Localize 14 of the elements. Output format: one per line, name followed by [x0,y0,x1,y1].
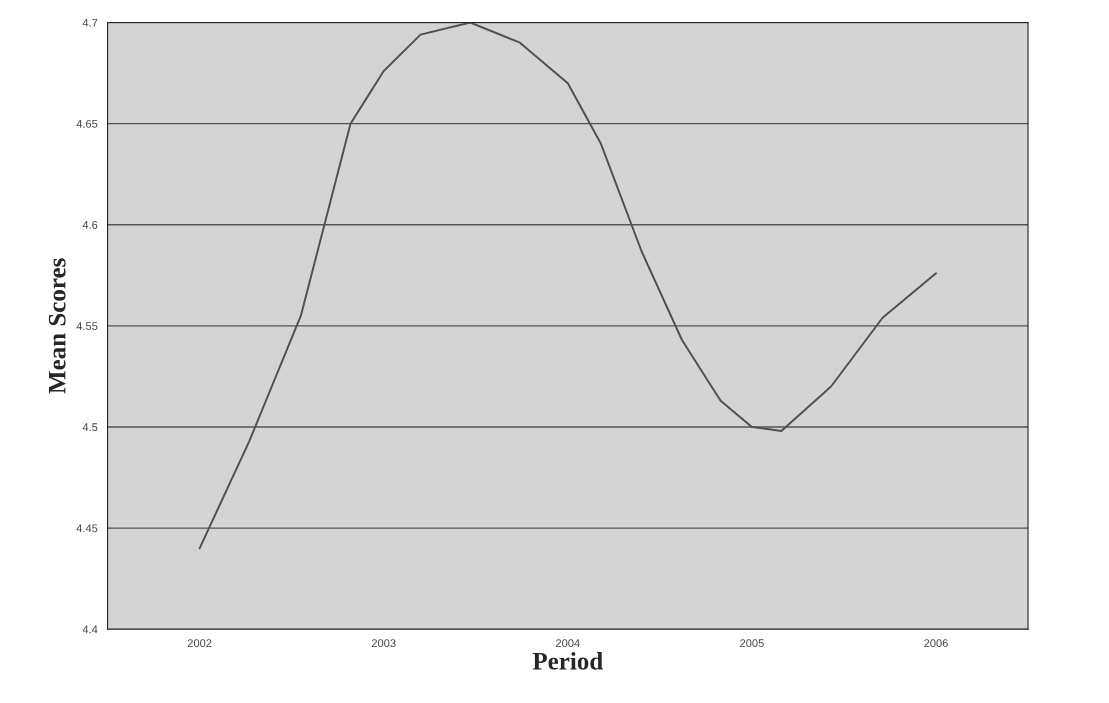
x-tick-label: 2003 [371,639,396,648]
y-tick-label: 4.4 [82,625,98,634]
x-tick-label: 2005 [740,639,764,648]
y-tick-label: 4.6 [82,220,98,229]
y-tick-label: 4.45 [76,524,98,533]
y-tick-label: 4.7 [82,18,98,27]
y-tick-label: 4.5 [82,423,98,432]
x-tick-label: 2004 [556,639,580,648]
x-tick-label: 2002 [187,639,212,648]
x-axis-title: Period [532,652,603,670]
y-tick-label: 4.55 [76,322,98,330]
y-axis-title: Mean Scores [48,258,66,394]
x-tick-label: 2006 [924,639,948,648]
y-tick-label: 4.65 [76,119,98,128]
